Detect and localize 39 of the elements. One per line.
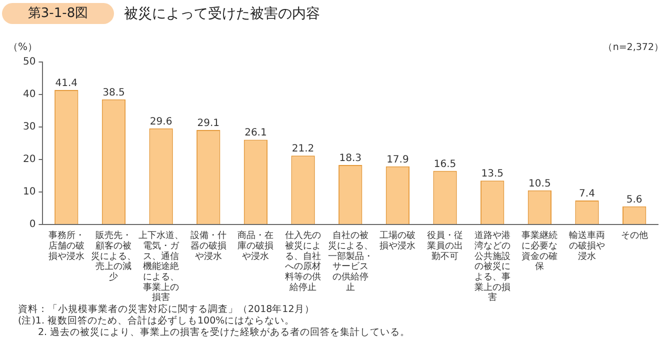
x-tick-label: 上下水道、電気・ガス、通信機能途絶による、事業上の損害 <box>138 230 184 304</box>
y-tick-label: 40 <box>22 89 36 100</box>
data-label: 26.1 <box>244 128 267 139</box>
x-tick-label: 道路や港湾などの公共施設の被災による、事業上の損害 <box>474 230 510 304</box>
x-tick-label: 役員・従業員の出勤不可 <box>427 230 464 262</box>
text: (注)1. 複数回答のため、合計は必ずしも100%にはならない。 <box>18 314 295 326</box>
data-label: 16.5 <box>434 158 456 170</box>
x-tick-label: 事務所・店舗の破損や浸水 <box>48 230 84 262</box>
y-tick-label: 50 <box>22 56 36 68</box>
x-tick-label: 商品・在庫の破損や浸水 <box>238 230 274 262</box>
label-badge: 第3-1-8図 <box>2 3 114 24</box>
y-tick-label: 0 <box>29 219 36 230</box>
text: （n=2,372） <box>602 42 664 53</box>
chart-title: 被災によって受けた被害の内容 <box>124 5 320 24</box>
y-tick-label: 10 <box>22 186 36 198</box>
data-label: 21.2 <box>292 144 314 155</box>
data-label: 5.6 <box>626 194 642 206</box>
x-tick-label: 輸送車両の破損や浸水 <box>569 230 606 262</box>
x-tick-label: 事業継続に必要な資金の確保 <box>522 230 558 272</box>
x-tick-label: 販売先・顧客の被災による、売上の減少 <box>91 230 136 282</box>
y-tick-label: 30 <box>22 122 36 133</box>
x-tick-label: その他 <box>620 230 648 242</box>
data-label: 17.9 <box>386 154 409 166</box>
text: 資料：「小規模事業者の災害対応に関する調査」（2018年12月） <box>18 303 314 315</box>
x-tick-label: 自社の被災による、一部製品・サービスの供給停止 <box>328 230 373 293</box>
y-tick-label: 20 <box>22 154 36 166</box>
x-tick-label: 仕入先の被災による、自社への原材料等の供給停止 <box>285 230 322 293</box>
data-label: 7.4 <box>579 188 595 200</box>
data-label: 38.5 <box>102 87 125 98</box>
data-label: 18.3 <box>339 153 362 164</box>
y-axis-title: （%） <box>8 42 38 53</box>
data-label: 41.4 <box>55 78 78 89</box>
x-tick-label: 工場の破損や浸水 <box>380 230 416 252</box>
data-label: 10.5 <box>528 178 551 190</box>
text: 2. 過去の被災により、事業上の損害を受けた経験がある者の回答を集計している。 <box>18 326 410 338</box>
x-tick-label: 設備・什器の破損や浸水 <box>190 230 226 262</box>
data-label: 29.6 <box>150 116 172 128</box>
data-label: 13.5 <box>481 168 504 180</box>
data-label: 29.1 <box>197 118 220 129</box>
